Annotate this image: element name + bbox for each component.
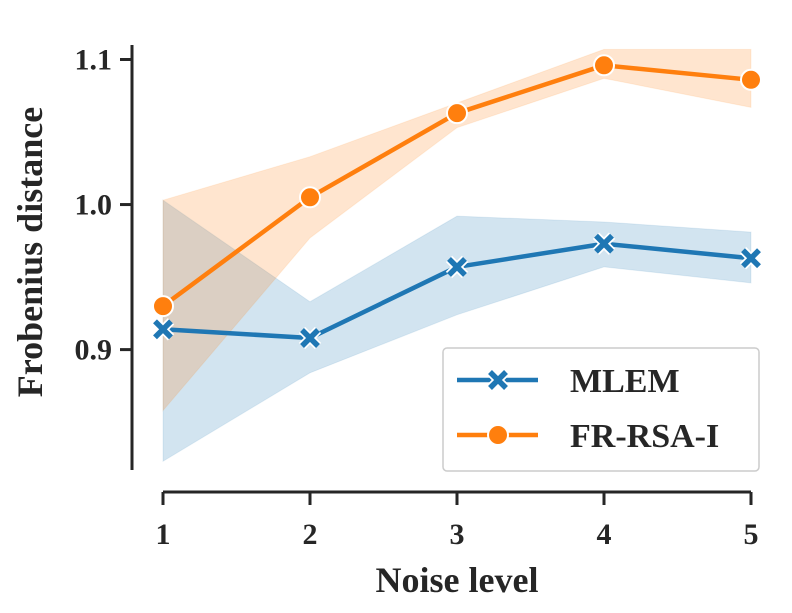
mlem-point	[445, 255, 469, 279]
mlem-point	[739, 247, 763, 270]
mlem-point	[151, 318, 175, 341]
x-tick-label: 2	[303, 518, 318, 551]
y-axis-label: Frobenius distance	[10, 107, 50, 397]
legend: MLEM FR-RSA-I	[442, 347, 760, 472]
legend-label: FR-RSA-I	[570, 418, 719, 455]
fr-rsa-i-point	[446, 102, 468, 125]
legend-items: MLEM FR-RSA-I	[457, 363, 719, 455]
series-markers	[151, 54, 763, 350]
fr-rsa-i-point	[152, 295, 174, 318]
mlem-point	[592, 232, 616, 255]
fr-rsa-i-point	[299, 186, 321, 209]
x-tick-label: 3	[450, 518, 465, 551]
mlem-point	[298, 326, 322, 350]
x-tick-label: 1	[156, 518, 171, 551]
y-tick-label: 0.9	[75, 334, 113, 367]
mlem-ci-band	[162, 199, 752, 463]
fr-rsa-i-point	[593, 54, 615, 77]
legend-marker	[486, 368, 510, 392]
y-tick-label: 1.1	[75, 44, 113, 77]
y-tick-label: 1.0	[75, 189, 113, 222]
legend-item-fr-rsa-i: FR-RSA-I	[457, 418, 719, 455]
legend-marker	[487, 424, 509, 446]
x-tick-label: 5	[744, 518, 759, 551]
legend-label: MLEM	[570, 363, 680, 400]
y-ticks: 0.9 1.0 1.1	[75, 44, 132, 367]
x-axis-label: Noise level	[376, 560, 539, 600]
fr-rsa-i-point	[740, 68, 762, 91]
x-ticks: 1 2 3 4 5	[156, 492, 759, 551]
legend-item-mlem: MLEM	[457, 363, 680, 400]
x-tick-label: 4	[597, 518, 612, 551]
